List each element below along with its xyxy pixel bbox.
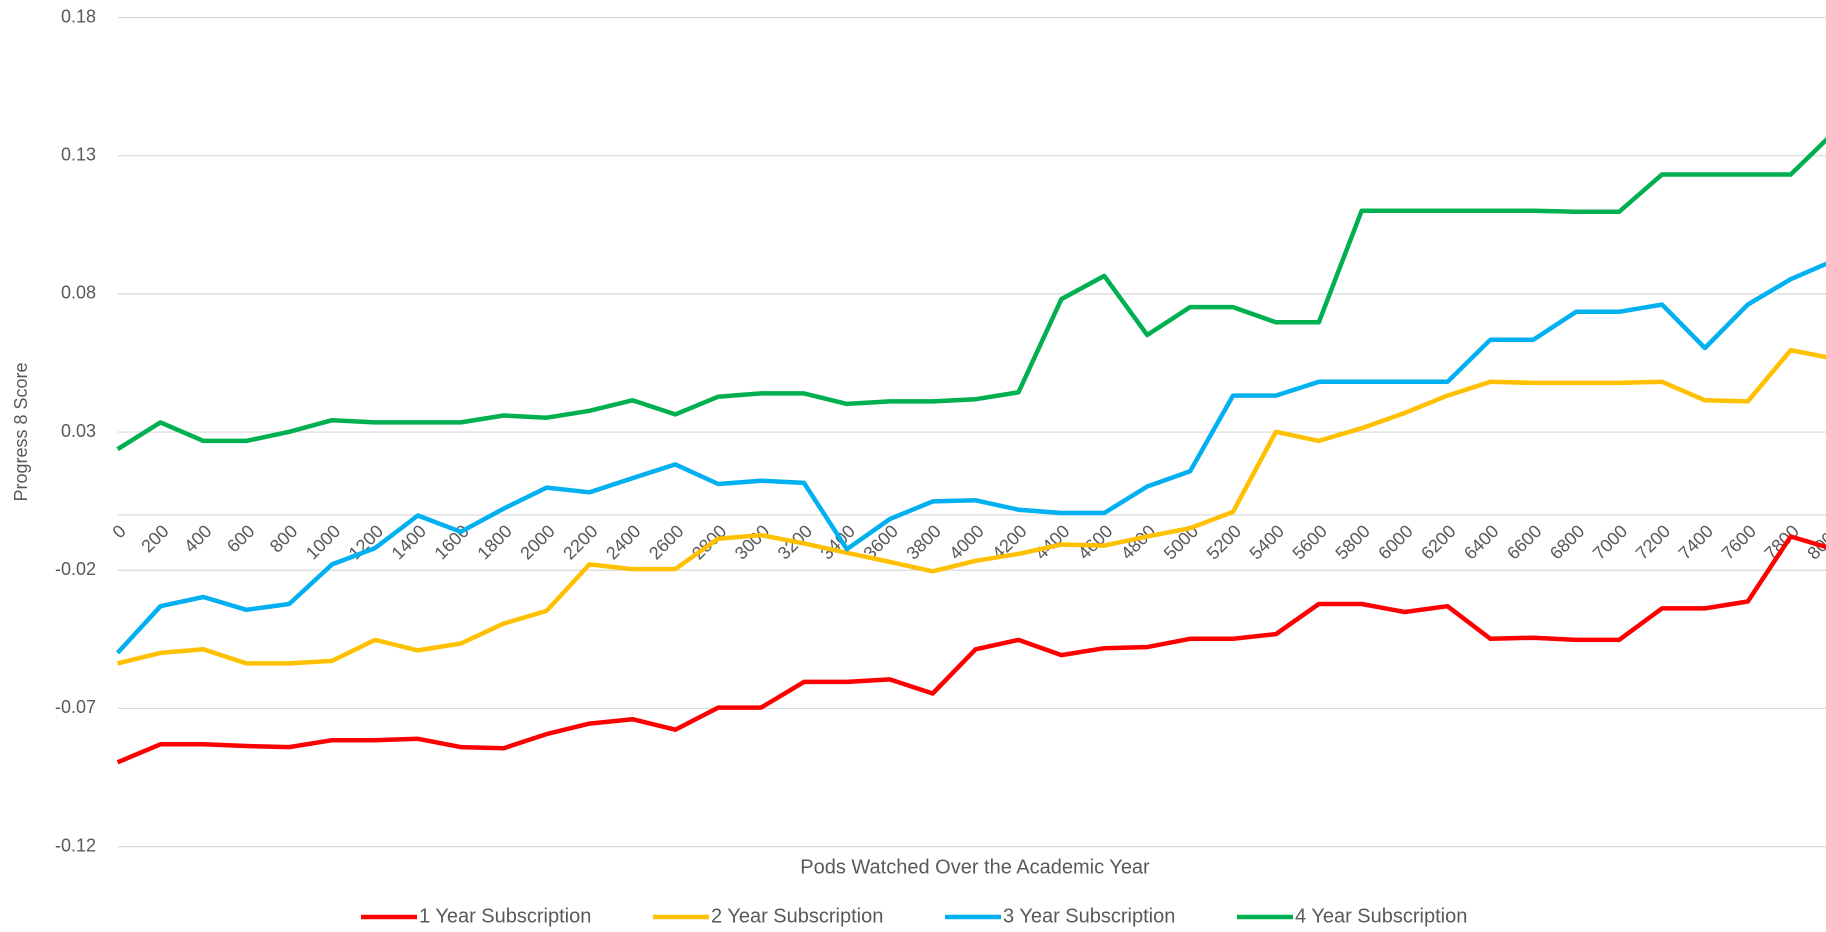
x-tick-label: 2400 (602, 521, 644, 563)
legend-label: 4 Year Subscription (1295, 905, 1467, 927)
x-tick-label: 4000 (945, 521, 987, 563)
y-tick-label: 0.08 (61, 283, 96, 303)
x-tick-label: 200 (137, 521, 172, 556)
y-tick-label: -0.02 (55, 559, 96, 579)
legend-label: 1 Year Subscription (419, 905, 591, 927)
x-tick-label: 3000 (731, 521, 773, 563)
x-tick-label: 800 (266, 521, 301, 556)
y-tick-label: -0.12 (55, 835, 96, 855)
x-tick-label: 7400 (1675, 521, 1717, 563)
x-tick-label: 5400 (1246, 521, 1288, 563)
x-tick-label: 400 (180, 521, 215, 556)
x-tick-label: 6200 (1417, 521, 1459, 563)
y-tick-label: 0.18 (61, 6, 96, 26)
x-tick-label: 2600 (645, 521, 687, 563)
x-axis-title: Pods Watched Over the Academic Year (800, 856, 1150, 878)
legend-label: 3 Year Subscription (1003, 905, 1175, 927)
x-tick-label: 1400 (388, 521, 430, 563)
x-tick-label: 0 (109, 521, 130, 542)
y-tick-label: -0.07 (55, 697, 96, 717)
x-tick-label: 5600 (1289, 521, 1331, 563)
x-tick-label: 5800 (1331, 521, 1373, 563)
x-tick-label: 5200 (1203, 521, 1245, 563)
x-tick-label: 6600 (1503, 521, 1545, 563)
x-tick-label: 2200 (559, 521, 601, 563)
x-tick-label: 2000 (516, 521, 558, 563)
series-line (116, 534, 1826, 765)
x-tick-label: 1800 (473, 521, 515, 563)
x-tick-label: 6800 (1546, 521, 1588, 563)
series-line (117, 347, 1826, 666)
y-axis-title: Progress 8 Score (11, 362, 31, 501)
x-tick-label: 7000 (1589, 521, 1631, 563)
series-line (115, 261, 1826, 655)
y-tick-label: 0.03 (61, 421, 96, 441)
x-tick-label: 3800 (902, 521, 944, 563)
y-tick-label: 0.13 (61, 144, 96, 164)
legend-label: 2 Year Subscription (711, 905, 883, 927)
x-tick-label: 1000 (302, 521, 344, 563)
x-tick-label: 3400 (817, 521, 859, 563)
x-tick-label: 7800 (1760, 521, 1802, 563)
x-tick-label: 7600 (1718, 521, 1760, 563)
x-tick-label: 4400 (1031, 521, 1073, 563)
x-tick-label: 600 (223, 521, 258, 556)
x-tick-label: 6000 (1374, 521, 1416, 563)
x-tick-label: 7200 (1632, 521, 1674, 563)
x-tick-label: 6400 (1460, 521, 1502, 563)
series-line (116, 136, 1826, 452)
